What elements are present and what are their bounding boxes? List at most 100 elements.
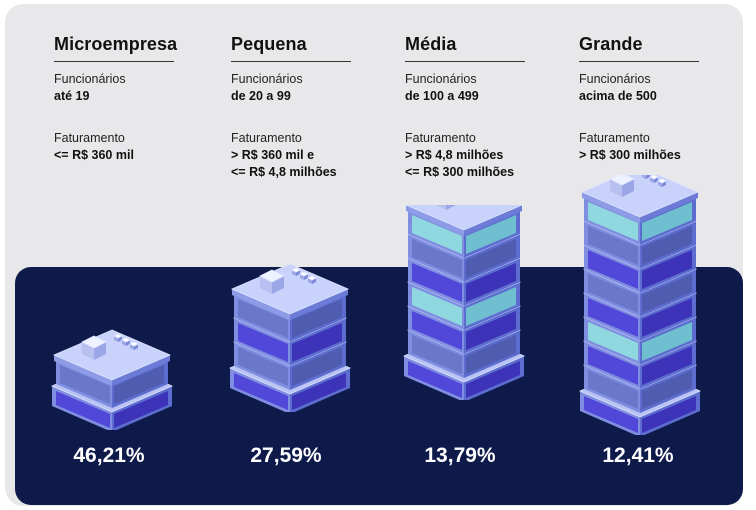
- roof-vent-2-top: [129, 341, 139, 347]
- roof-vent-0-top: [113, 333, 123, 339]
- microempresa-building-illustration: [50, 329, 174, 430]
- revenue-line1: <= R$ 360 mil: [54, 148, 134, 162]
- floor-0-glass-left: [412, 335, 462, 374]
- roof-unit-top: [259, 269, 285, 283]
- category-title: Pequena: [231, 34, 351, 62]
- floor-2-glass-right: [466, 287, 516, 326]
- roof-left: [406, 205, 464, 236]
- revenue-line2: <= R$ 4,8 milhões: [231, 165, 337, 179]
- floor-1-glass-left: [238, 323, 288, 362]
- roof-vent-1-top: [121, 337, 131, 343]
- roof-unit-top: [609, 175, 635, 186]
- floor-2-glass-left: [588, 322, 638, 361]
- floor-0-glass-left: [588, 370, 638, 409]
- percentage-media: 13,79%: [424, 444, 496, 467]
- floor-7-glass-left: [588, 202, 638, 241]
- floor-3-glass-right: [466, 263, 516, 302]
- floor-0-glass-right: [114, 365, 164, 404]
- revenue-label: Faturamento: [579, 131, 650, 145]
- percentage-pequena: 27,59%: [250, 444, 322, 467]
- roof-left: [582, 192, 640, 223]
- revenue-line2: <= R$ 300 milhões: [405, 165, 515, 179]
- floor-6-glass-left: [588, 226, 638, 265]
- roof-left: [232, 289, 290, 320]
- category-grande: Grande Funcionários acima de 500 Faturam…: [579, 34, 729, 164]
- roof-vent-2-top: [657, 178, 667, 184]
- floor-2-glass-right: [642, 322, 692, 361]
- roof-right: [112, 355, 170, 386]
- employees-label: Funcionários: [579, 72, 651, 86]
- floor-5-glass-right: [642, 250, 692, 289]
- category-media: Média Funcionários de 100 a 499 Faturame…: [405, 34, 555, 181]
- roof-unit-right: [446, 205, 456, 210]
- revenue-label: Faturamento: [54, 131, 125, 145]
- floor-0-glass-right: [292, 347, 342, 386]
- category-title: Grande: [579, 34, 699, 62]
- employees-value: de 20 a 99: [231, 89, 291, 103]
- base-glass-right: [292, 373, 346, 410]
- floor-5-glass-right: [466, 215, 516, 254]
- base-glass-right: [114, 391, 168, 428]
- base-glass-left: [584, 396, 638, 433]
- roof-right: [290, 289, 348, 320]
- roof-left: [54, 355, 112, 386]
- employees-label: Funcionários: [54, 72, 126, 86]
- employees-value: até 19: [54, 89, 90, 103]
- floor-6-glass-right: [642, 226, 692, 265]
- category-pequena: Pequena Funcionários de 20 a 99 Faturame…: [231, 34, 381, 181]
- category-title: Média: [405, 34, 525, 62]
- base-glass-left: [408, 361, 462, 398]
- floor-1-glass-left: [412, 311, 462, 350]
- revenue-label: Faturamento: [231, 131, 302, 145]
- floor-2-glass-right: [292, 299, 342, 338]
- roof-vent-0-right: [646, 175, 650, 179]
- roof-vent-1-top: [649, 175, 659, 180]
- pequena-building-illustration: [228, 263, 352, 412]
- base-glass-right: [642, 396, 696, 433]
- roof-vent-0-left: [642, 175, 646, 179]
- base-glass-left: [234, 373, 288, 410]
- floor-3-glass-left: [588, 298, 638, 337]
- revenue-line1: > R$ 300 milhões: [579, 148, 681, 162]
- roof-unit-top: [81, 335, 107, 349]
- floor-5-glass-left: [588, 250, 638, 289]
- floor-3-glass-left: [412, 263, 462, 302]
- base-glass-right: [466, 361, 520, 398]
- roof-top: [404, 205, 524, 231]
- floor-4-glass-left: [588, 274, 638, 313]
- floor-1-glass-right: [292, 323, 342, 362]
- floor-0-glass-left: [60, 365, 110, 404]
- percentage-grande: 12,41%: [602, 444, 674, 467]
- floor-4-glass-left: [412, 239, 462, 278]
- employees-label: Funcionários: [231, 72, 303, 86]
- revenue-label: Faturamento: [405, 131, 476, 145]
- media-building-illustration: [402, 205, 526, 400]
- percentage-microempresa: 46,21%: [73, 444, 145, 467]
- roof-unit-left: [436, 205, 446, 210]
- roof-vent-0-top: [291, 267, 301, 273]
- roof-right: [464, 205, 522, 236]
- floor-7-glass-right: [642, 202, 692, 241]
- category-microempresa: Microempresa Funcionários até 19 Faturam…: [54, 34, 204, 164]
- floor-4-glass-right: [466, 239, 516, 278]
- category-title: Microempresa: [54, 34, 177, 62]
- floor-5-glass-left: [412, 215, 462, 254]
- employees-value: acima de 500: [579, 89, 657, 103]
- floor-1-glass-right: [466, 311, 516, 350]
- base-glass-left: [56, 391, 110, 428]
- employees-value: de 100 a 499: [405, 89, 479, 103]
- floor-2-glass-left: [238, 299, 288, 338]
- floor-3-glass-right: [642, 298, 692, 337]
- floor-0-glass-right: [466, 335, 516, 374]
- floor-4-glass-right: [642, 274, 692, 313]
- floor-0-glass-right: [642, 370, 692, 409]
- employees-label: Funcionários: [405, 72, 477, 86]
- floor-0-glass-left: [238, 347, 288, 386]
- floor-1-glass-left: [588, 346, 638, 385]
- grande-building-illustration: [578, 175, 702, 435]
- floor-2-glass-left: [412, 287, 462, 326]
- revenue-line1: > R$ 360 mil e: [231, 148, 315, 162]
- floor-1-glass-right: [642, 346, 692, 385]
- roof-vent-2-top: [307, 275, 317, 281]
- revenue-line1: > R$ 4,8 milhões: [405, 148, 504, 162]
